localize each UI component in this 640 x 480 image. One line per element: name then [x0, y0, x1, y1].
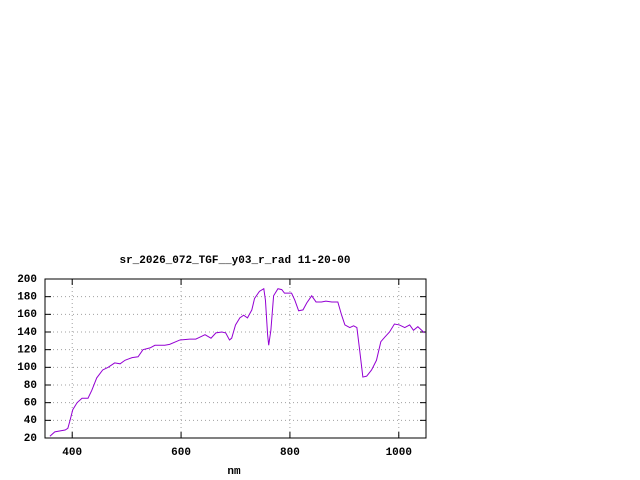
y-tick-label: 140 [17, 327, 37, 339]
y-tick-label: 100 [17, 362, 37, 374]
x-tick-label: 400 [62, 447, 82, 459]
y-tick-label: 80 [24, 380, 37, 392]
y-tick-label: 60 [24, 398, 37, 410]
x-tick-label: 1000 [386, 447, 412, 459]
x-tick-label: 800 [280, 447, 300, 459]
plot-frame [44, 278, 427, 439]
y-tick-label: 20 [24, 433, 37, 445]
y-tick-label: 120 [17, 345, 37, 357]
y-tick-label: 160 [17, 309, 37, 321]
data-line [49, 287, 425, 437]
x-tick-label: 600 [171, 447, 191, 459]
x-axis-label: nm [227, 466, 241, 478]
y-tick-label: 40 [24, 415, 37, 427]
y-tick-label: 200 [17, 274, 37, 286]
y-tick-label: 180 [17, 292, 37, 304]
chart-title: sr_2026_072_TGF__y03_r_rad 11-20-00 [119, 255, 350, 267]
